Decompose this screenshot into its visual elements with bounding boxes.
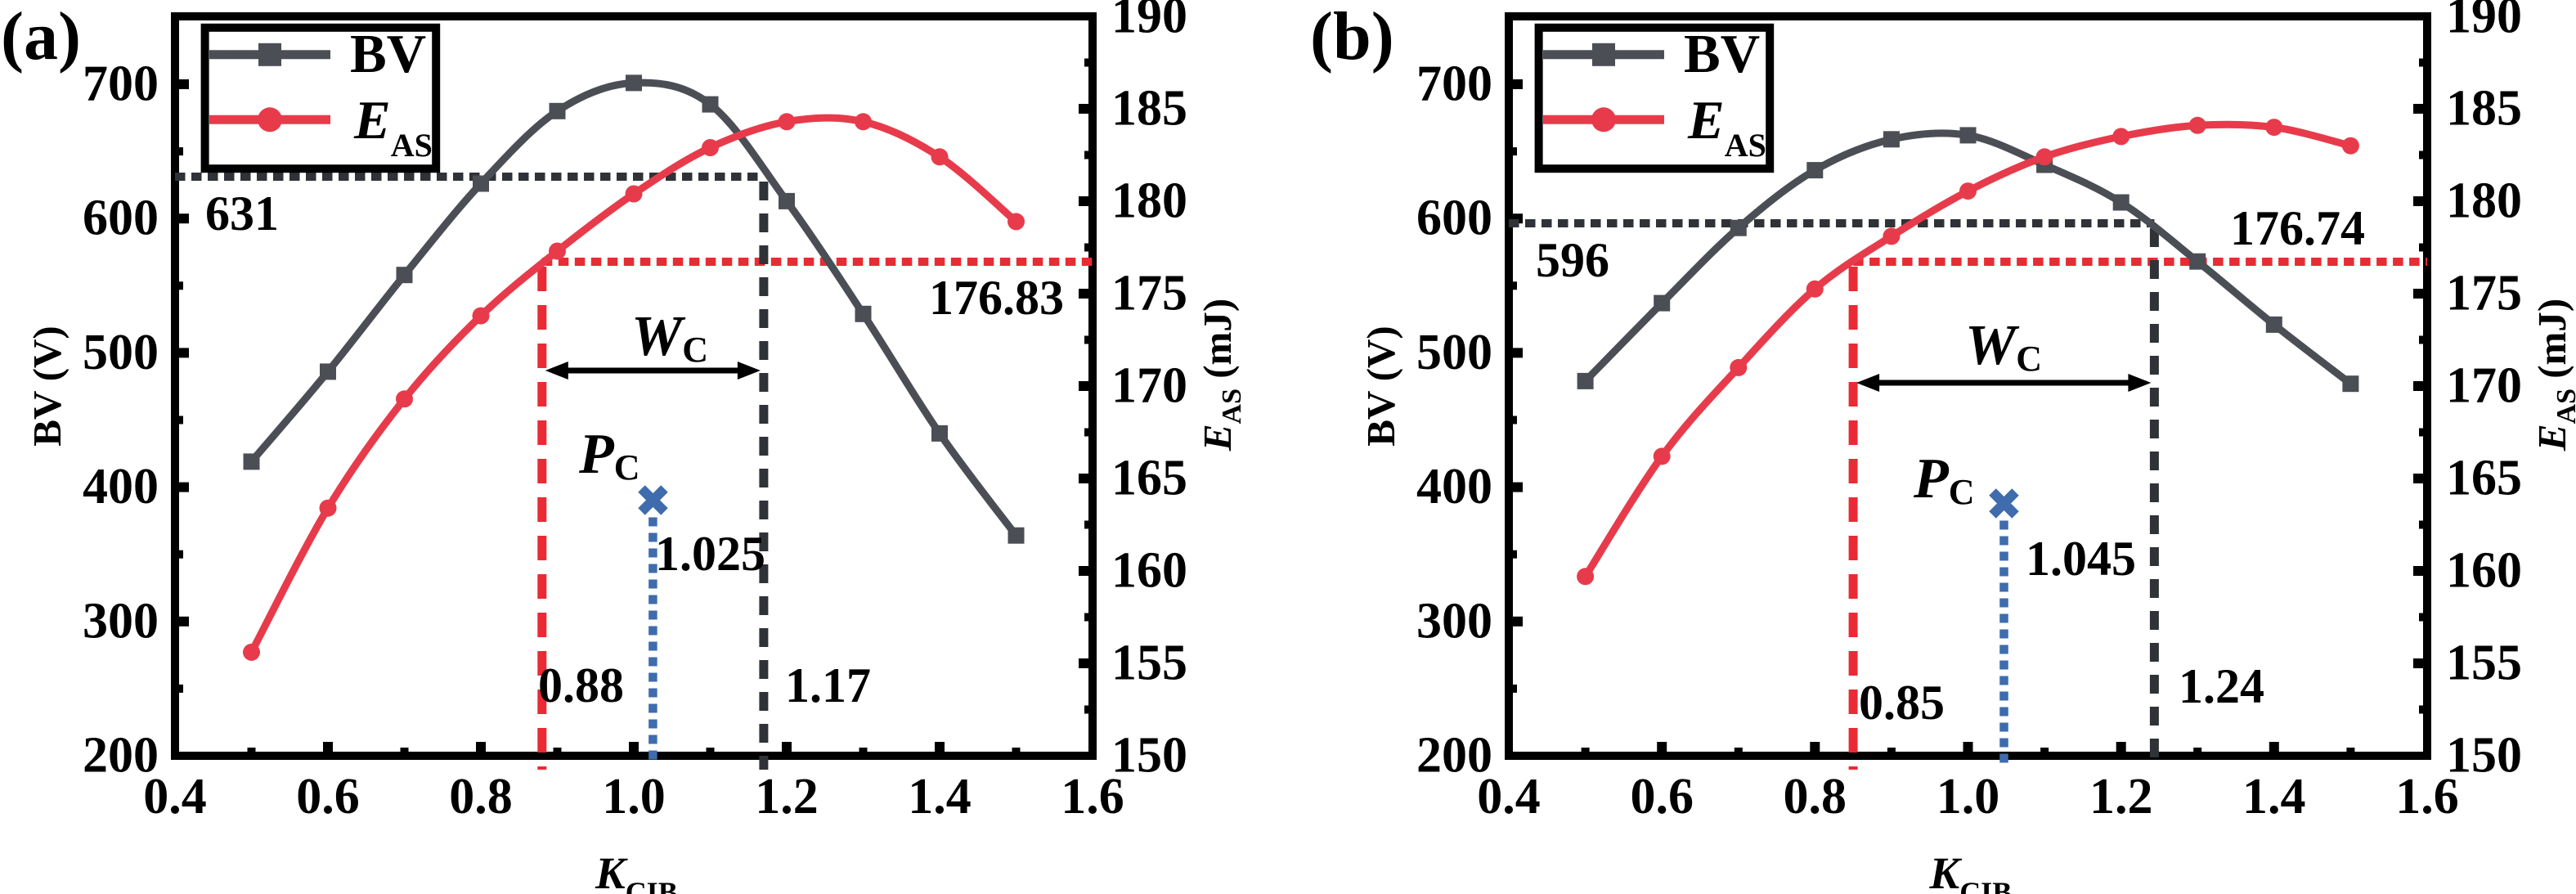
svg-text:0.8: 0.8 (1784, 769, 1847, 824)
svg-text:180: 180 (2446, 173, 2522, 229)
svg-text:180: 180 (1111, 173, 1187, 229)
svg-text:170: 170 (1111, 358, 1187, 414)
svg-text:600: 600 (1416, 191, 1492, 246)
svg-text:176.83: 176.83 (929, 271, 1064, 325)
svg-text:700: 700 (83, 56, 159, 112)
svg-text:1.025: 1.025 (655, 527, 765, 581)
svg-text:KCIB: KCIB (595, 848, 678, 894)
svg-text:596: 596 (1536, 233, 1609, 287)
svg-text:0.85: 0.85 (1859, 676, 1945, 730)
svg-text:BV: BV (1684, 24, 1760, 84)
svg-text:1.24: 1.24 (2179, 659, 2264, 713)
svg-text:1.2: 1.2 (2089, 769, 2153, 824)
svg-text:400: 400 (83, 459, 159, 514)
svg-text:BV (V): BV (V) (25, 326, 70, 446)
svg-text:EAS (mJ): EAS (mJ) (2529, 299, 2576, 451)
svg-text:(b): (b) (1310, 0, 1394, 74)
svg-text:160: 160 (2446, 543, 2522, 599)
svg-text:155: 155 (2446, 636, 2522, 691)
svg-text:400: 400 (1416, 459, 1492, 514)
svg-text:300: 300 (83, 593, 159, 649)
svg-text:165: 165 (1111, 451, 1187, 506)
svg-text:WC: WC (1965, 314, 2042, 379)
svg-text:1.17: 1.17 (785, 658, 871, 712)
svg-text:BV: BV (350, 24, 426, 84)
svg-text:200: 200 (83, 728, 159, 784)
svg-text:600: 600 (83, 191, 159, 246)
svg-text:PC: PC (1913, 447, 1975, 512)
svg-text:175: 175 (1111, 266, 1187, 321)
svg-text:185: 185 (1111, 81, 1187, 137)
svg-text:1.045: 1.045 (2026, 532, 2136, 586)
svg-text:631: 631 (205, 186, 279, 240)
svg-text:1.0: 1.0 (602, 769, 666, 824)
svg-text:1.6: 1.6 (2395, 769, 2459, 824)
svg-text:(a): (a) (1, 0, 81, 74)
svg-text:0.6: 0.6 (1630, 769, 1694, 824)
svg-text:0.4: 0.4 (143, 769, 207, 824)
svg-text:150: 150 (2446, 728, 2522, 784)
svg-text:190: 190 (1111, 0, 1187, 44)
svg-text:500: 500 (83, 325, 159, 380)
svg-text:1.4: 1.4 (2242, 769, 2306, 824)
svg-text:EAS (mJ): EAS (mJ) (1195, 299, 1247, 451)
svg-text:700: 700 (1416, 56, 1492, 112)
svg-text:300: 300 (1416, 593, 1492, 649)
svg-text:KCIB: KCIB (1929, 848, 2013, 894)
svg-text:185: 185 (2446, 81, 2522, 137)
svg-text:1.4: 1.4 (908, 769, 972, 824)
svg-text:0.6: 0.6 (296, 769, 360, 824)
svg-text:175: 175 (2446, 266, 2522, 321)
svg-text:1.2: 1.2 (755, 769, 819, 824)
svg-text:155: 155 (1111, 636, 1187, 691)
svg-text:PC: PC (578, 423, 640, 487)
svg-text:170: 170 (2446, 358, 2522, 414)
svg-text:0.8: 0.8 (449, 769, 513, 824)
svg-text:176.74: 176.74 (2230, 201, 2365, 255)
svg-text:1.0: 1.0 (1936, 769, 2000, 824)
svg-text:165: 165 (2446, 451, 2522, 506)
svg-text:160: 160 (1111, 543, 1187, 599)
svg-text:190: 190 (2446, 0, 2522, 44)
svg-text:150: 150 (1111, 728, 1187, 784)
svg-text:500: 500 (1416, 325, 1492, 380)
svg-text:0.4: 0.4 (1477, 769, 1541, 824)
svg-text:1.6: 1.6 (1061, 769, 1124, 824)
svg-text:BV (V): BV (V) (1358, 326, 1403, 446)
svg-text:200: 200 (1416, 728, 1492, 784)
svg-text:0.88: 0.88 (538, 658, 624, 712)
svg-text:WC: WC (631, 305, 708, 370)
